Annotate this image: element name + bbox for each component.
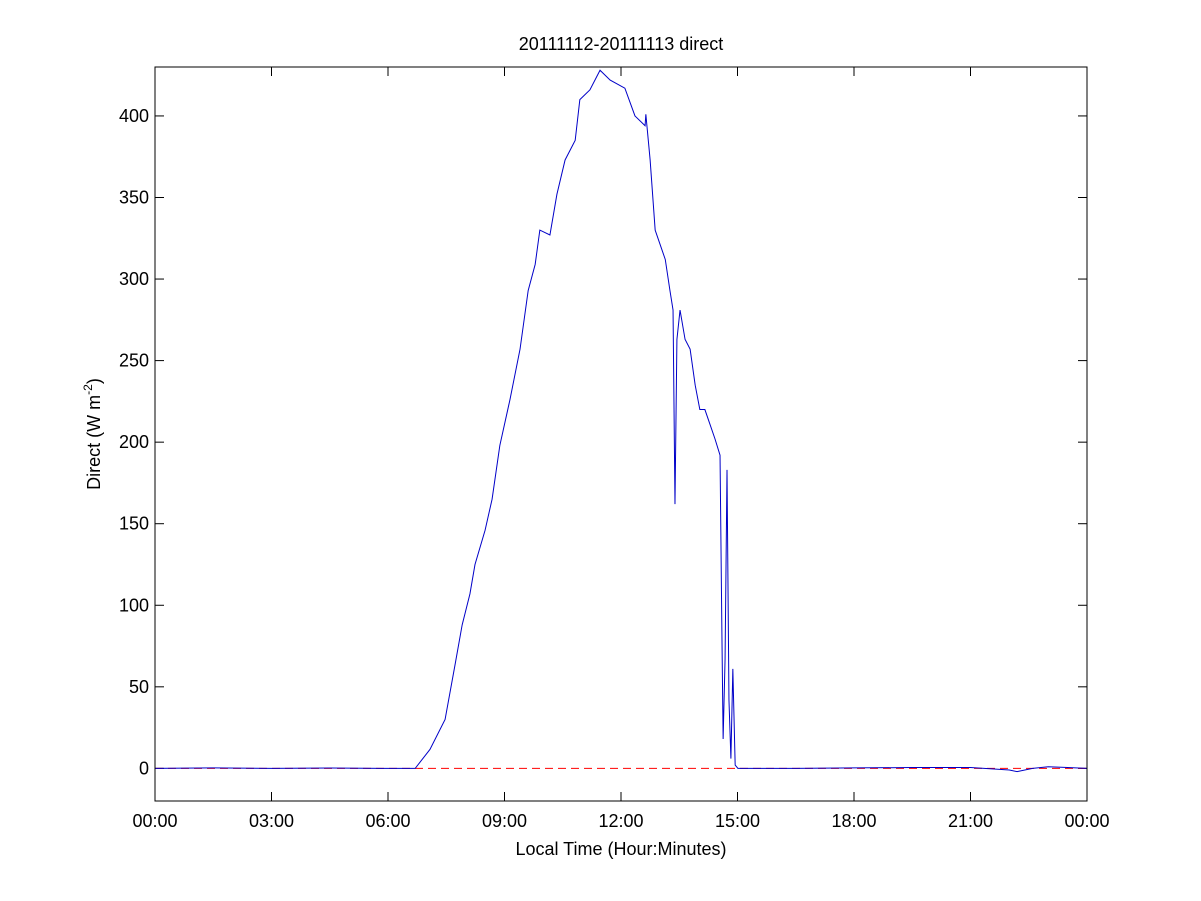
y-axis-label-text: Direct (W m: [84, 395, 104, 490]
x-tick-label: 00:00: [132, 811, 177, 831]
x-tick-label: 15:00: [715, 811, 760, 831]
y-tick-label: 300: [119, 269, 149, 289]
y-tick-label: 400: [119, 106, 149, 126]
plot-frame: [154, 66, 1088, 802]
x-tick-label: 12:00: [598, 811, 643, 831]
x-tick-label: 21:00: [948, 811, 993, 831]
y-tick-label: 350: [119, 187, 149, 207]
x-tick-label: 06:00: [365, 811, 410, 831]
x-tick-label: 18:00: [831, 811, 876, 831]
y-tick-label: 200: [119, 432, 149, 452]
y-tick-label: 0: [139, 758, 149, 778]
y-axis-label-sup: -2: [81, 384, 95, 395]
x-axis-label: Local Time (Hour:Minutes): [515, 839, 726, 859]
x-tick-label: 00:00: [1064, 811, 1109, 831]
y-tick-label: 150: [119, 514, 149, 534]
chart-title: 20111112-20111113 direct: [519, 34, 724, 54]
y-tick-label: 50: [129, 677, 149, 697]
y-tick-label: 100: [119, 595, 149, 615]
x-tick-label: 03:00: [249, 811, 294, 831]
y-axis-label: Direct (W m-2): [81, 378, 104, 490]
y-tick-label: 250: [119, 351, 149, 371]
y-axis-label-end: ): [84, 378, 104, 384]
x-tick-label: 09:00: [482, 811, 527, 831]
data-line: [154, 69, 1088, 773]
